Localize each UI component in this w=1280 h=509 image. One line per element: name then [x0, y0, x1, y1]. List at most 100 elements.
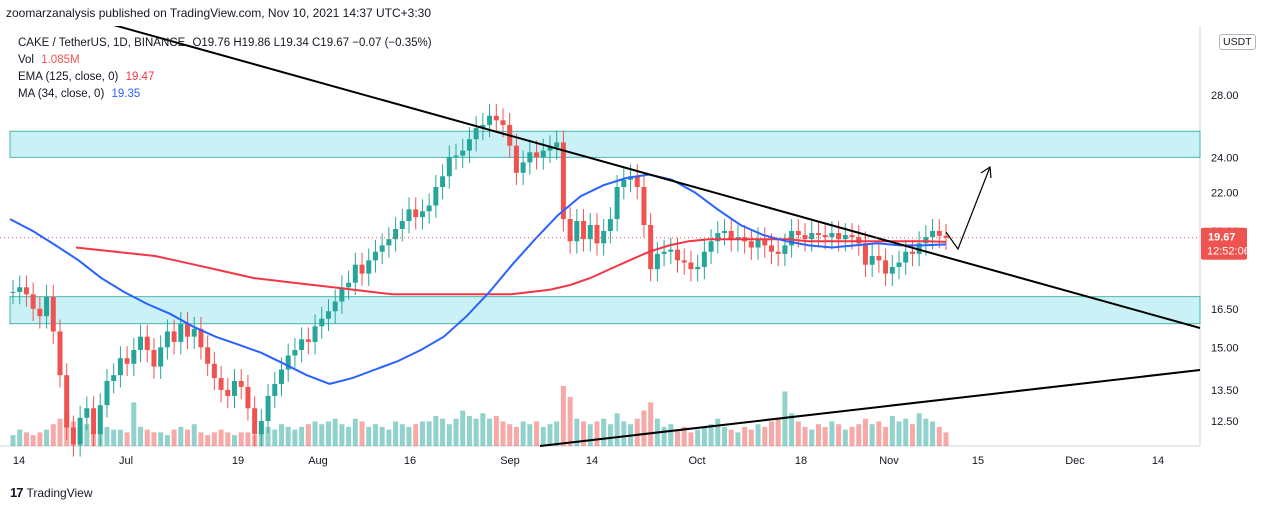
candle-body: [842, 235, 848, 240]
price-chart[interactable]: 28.0024.0022.0020.0016.5015.0013.5012.50…: [0, 23, 1280, 471]
time-tick-label: 14: [586, 455, 598, 467]
candle-body: [144, 336, 150, 351]
volume-bar: [748, 429, 754, 446]
candle-body: [594, 224, 600, 244]
price-tick-label: 24.00: [1211, 152, 1239, 164]
time-tick-label: Oct: [688, 455, 705, 467]
volume-bar: [856, 424, 862, 446]
volume-bar: [30, 435, 36, 446]
volume-bar: [513, 426, 519, 446]
candle-body: [265, 395, 271, 421]
candle-body: [554, 142, 560, 148]
legend-ema-label[interactable]: EMA (125, close, 0): [18, 71, 119, 83]
volume-bar: [560, 386, 566, 446]
candle-body: [560, 142, 566, 220]
volume-bar: [634, 418, 640, 446]
candle-body: [446, 157, 452, 177]
candle-body: [836, 233, 842, 240]
candle-body: [862, 243, 868, 265]
volume-bar: [10, 435, 16, 446]
candle-body: [581, 221, 587, 240]
candle-body: [37, 308, 43, 317]
candle-body: [299, 339, 305, 351]
candle-body: [641, 187, 647, 225]
volume-bar: [708, 424, 714, 446]
candle-body: [164, 331, 170, 348]
candle-body: [50, 296, 56, 332]
candle-body: [104, 381, 110, 406]
legend-ma-value: 19.35: [111, 88, 141, 100]
time-tick-label: 15: [972, 455, 984, 467]
candle-body: [366, 260, 372, 274]
descending-trendline: [109, 23, 1201, 329]
volume-bar: [648, 402, 654, 446]
candle-body: [695, 266, 701, 270]
volume-bar: [869, 424, 875, 446]
candle-body: [587, 224, 593, 240]
volume-bar: [399, 424, 405, 446]
price-tick-label: 22.00: [1211, 187, 1239, 199]
candle-body: [97, 405, 103, 435]
volume-bar: [453, 418, 459, 446]
volume-bar: [372, 424, 378, 446]
chart-area[interactable]: 28.0024.0022.0020.0016.5015.0013.5012.50…: [0, 23, 1280, 471]
volume-bar: [117, 429, 123, 446]
candle-body: [668, 249, 674, 252]
volume-bar: [84, 424, 90, 446]
volume-bar: [520, 421, 526, 446]
volume-bar: [487, 418, 493, 446]
candle-body: [433, 187, 439, 206]
candle-body: [621, 179, 627, 188]
candle-body: [379, 245, 385, 252]
volume-bar: [916, 413, 922, 446]
tradingview-logo-icon: 17: [10, 485, 24, 500]
time-tick-label: Jul: [119, 455, 133, 467]
volume-bar: [587, 424, 593, 446]
candle-body: [708, 241, 714, 252]
candle-body: [614, 187, 620, 220]
candle-body: [527, 152, 533, 163]
volume-bar: [406, 426, 412, 446]
candle-body: [534, 152, 540, 158]
price-tick-label: 15.00: [1211, 342, 1239, 354]
volume-bar: [762, 426, 768, 446]
candle-body: [883, 260, 889, 274]
volume-bar: [57, 418, 63, 446]
candle-body: [285, 355, 291, 370]
candle-body: [943, 235, 949, 238]
volume-bar: [111, 429, 117, 446]
volume-bar: [346, 426, 352, 446]
volume-bar: [795, 421, 801, 446]
brand-name: TradingView: [26, 485, 93, 500]
volume-bar: [742, 426, 748, 446]
volume-bar: [50, 424, 56, 446]
volume-bar: [607, 424, 613, 446]
candle-body: [238, 381, 244, 387]
legend-symbol[interactable]: CAKE / TetherUS, 1D, BINANCE: [18, 37, 186, 49]
volume-bar: [715, 418, 721, 446]
volume-bar: [668, 424, 674, 446]
currency-label[interactable]: USDT: [1219, 34, 1256, 50]
candle-body: [520, 162, 526, 173]
volume-bar: [493, 416, 499, 446]
candle-body: [70, 427, 76, 445]
candle-body: [681, 260, 687, 263]
volume-bar: [728, 429, 734, 446]
footer-brand: 17 TradingView: [10, 485, 93, 500]
candle-body: [319, 318, 325, 327]
volume-bar: [547, 424, 553, 446]
legend-ma-label[interactable]: MA (34, close, 0): [18, 88, 105, 100]
legend-vol-label[interactable]: Vol: [18, 54, 34, 66]
current-price-text: 19.67: [1208, 232, 1236, 244]
volume-bar: [332, 418, 338, 446]
volume-bar: [37, 432, 43, 446]
candle-body: [23, 287, 29, 295]
volume-bar: [601, 418, 607, 446]
candle-body: [57, 331, 63, 376]
volume-bar: [440, 418, 446, 446]
candle-body: [272, 383, 278, 396]
volume-bar: [23, 432, 29, 446]
price-tick-label: 12.50: [1211, 416, 1239, 428]
candle-body: [131, 350, 137, 364]
candle-body: [789, 231, 795, 246]
